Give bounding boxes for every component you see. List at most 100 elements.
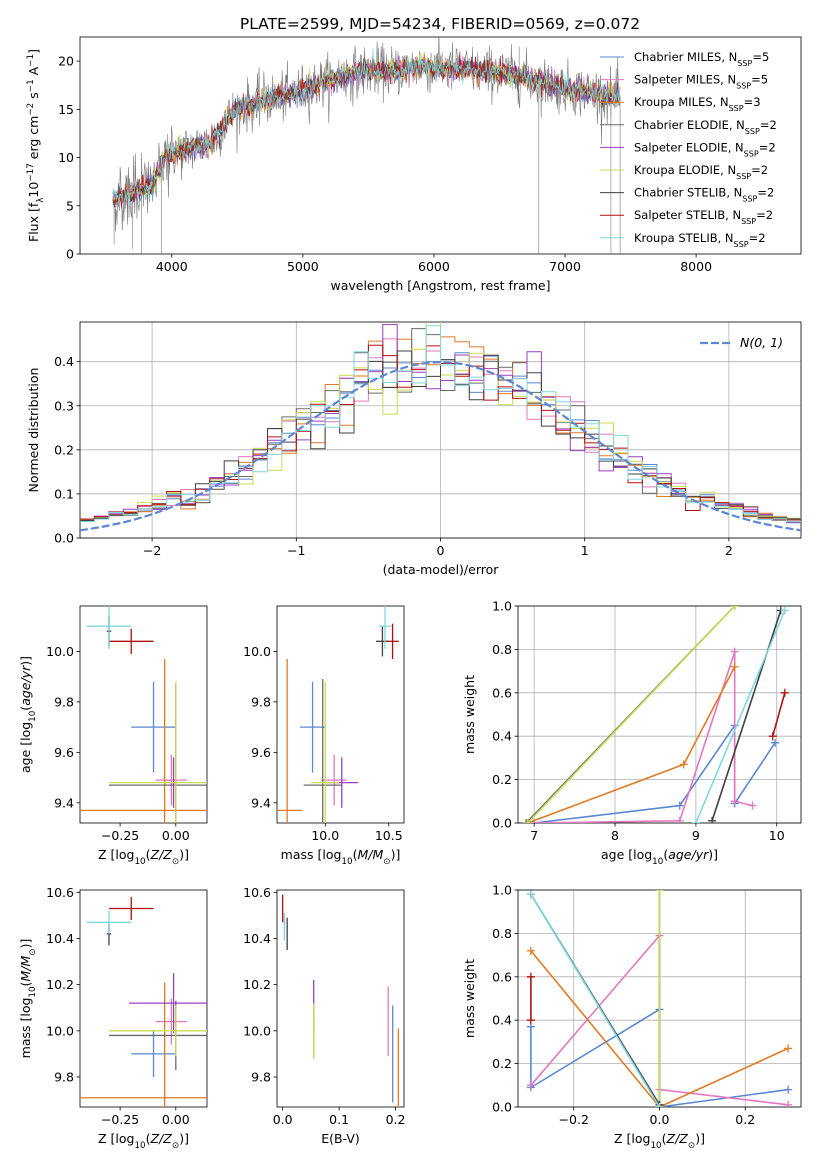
y-tick-label: 10.4	[46, 931, 74, 946]
ticks: −0.25 0.00 9.4 9.6 9.8 10.0	[46, 644, 190, 843]
weight-marker	[526, 946, 535, 955]
y-axis-label: age [log10(age/yr)]	[18, 656, 38, 773]
weight-marker	[526, 890, 535, 899]
y-tick-label: 5	[66, 198, 74, 213]
x-tick-label: −0.25	[101, 828, 139, 843]
weight-line	[530, 893, 661, 1107]
y-tick-label: 0.6	[492, 969, 512, 984]
legend-label: Kroupa ELODIE, NSSP=2	[634, 163, 768, 181]
y-axis-label: mass weight	[462, 959, 477, 1038]
weight-marker	[526, 1016, 535, 1025]
error-bar	[108, 896, 154, 921]
ticks: −2 −1 0 1 2 0.0 0.1 0.2 0.3 0.4	[54, 354, 733, 558]
weight-marker	[730, 797, 739, 806]
y-tick-label: 10.0	[46, 644, 74, 659]
x-axis-label: Z [log10(Z/Z⊙)]	[98, 847, 189, 867]
residual-histograms	[80, 322, 801, 532]
ticks: 7 8 9 10 0.0 0.2 0.4 0.6 0.8 1.0	[492, 599, 785, 844]
x-axis-label: (data-model)/error	[383, 562, 500, 577]
x-axis-label: wavelength [Angstrom, rest frame]	[330, 278, 550, 293]
error-bar	[129, 973, 207, 1034]
x-tick-label: −0.25	[101, 1112, 139, 1127]
x-tick-label: −0.2	[559, 1112, 589, 1127]
mass-vs-ebv-chart: 0.0 0.1 0.2 9.8 10.0 10.2 10.4 10.6 E(B-V)	[243, 885, 405, 1146]
weight-marker	[675, 816, 684, 823]
error-bars	[80, 896, 207, 1107]
weight-marker	[526, 972, 535, 981]
ticks: −0.2 0.0 0.2 0.0 0.2 0.4 0.6 0.8 1.0	[492, 883, 755, 1128]
weight-marker	[679, 760, 688, 769]
weight-marker	[780, 688, 789, 697]
model-spectrum-line	[112, 47, 621, 211]
y-tick-label: 10.0	[243, 1023, 271, 1038]
weight-marker	[780, 606, 789, 615]
x-tick-label: 6000	[418, 259, 450, 274]
y-tick-label: 0.4	[54, 354, 74, 369]
axes-frame	[276, 889, 405, 1108]
x-axis-label: age [log10(age/yr)]	[601, 847, 718, 867]
legend-label: Chabrier ELODIE, NSSP=2	[634, 118, 777, 136]
x-tick-label: 0.2	[386, 1112, 406, 1127]
y-tick-label: 9.8	[251, 1069, 271, 1084]
residual-legend: N(0, 1)	[700, 335, 783, 350]
weight-marker	[708, 816, 717, 823]
weight-line	[771, 692, 786, 737]
legend-label: Kroupa STELIB, NSSP=2	[634, 231, 766, 249]
y-tick-label: 10	[58, 150, 74, 165]
y-axis-label: mass [log10(M/M⊙)]	[18, 939, 38, 1059]
legend-label: N(0, 1)	[740, 335, 783, 350]
y-tick-label: 10.0	[243, 644, 271, 659]
weight-vs-metallicity-chart: −0.2 0.0 0.2 0.0 0.2 0.4 0.6 0.8 1.0 Z [log10(Z/Z…	[462, 883, 802, 1151]
legend-label: Salpeter ELODIE, NSSP=2	[634, 140, 776, 158]
weight-marker	[730, 662, 739, 671]
error-bar	[303, 679, 342, 823]
weight-marker	[748, 801, 757, 810]
y-tick-label: 9.8	[54, 1069, 74, 1084]
weight-marker	[522, 819, 531, 823]
axes-frame	[517, 605, 802, 824]
y-tick-label: 0.1	[54, 486, 74, 501]
y-tick-label: 10.4	[243, 931, 271, 946]
x-axis-label: Z [log10(Z/Z⊙)]	[614, 1131, 705, 1151]
y-tick-label: 0.4	[492, 1013, 512, 1028]
error-bar	[108, 1005, 207, 1057]
error-bar	[80, 658, 207, 823]
ticks: 0.0 0.1 0.2 9.8 10.0 10.2 10.4 10.6	[243, 885, 405, 1127]
x-tick-label: 0.1	[329, 1112, 349, 1127]
weight-marker	[784, 1100, 793, 1107]
weight-vs-age-chart: 7 8 9 10 0.0 0.2 0.4 0.6 0.8 1.0 age [log10(age/yr…	[462, 599, 802, 867]
residual-histogram-line	[80, 325, 801, 523]
x-tick-label: 2	[725, 543, 733, 558]
weight-lines	[522, 606, 789, 823]
error-bar	[80, 982, 207, 1107]
residual-histogram-line	[80, 324, 801, 523]
x-tick-label: 10	[769, 828, 785, 843]
y-tick-label: 0.3	[54, 398, 74, 413]
error-bar	[86, 910, 132, 934]
weight-marker	[784, 1044, 793, 1053]
gaussian-curve	[80, 360, 801, 532]
y-tick-label: 0.2	[54, 442, 74, 457]
x-tick-label: 0.2	[735, 1112, 755, 1127]
weight-marker	[730, 647, 739, 656]
spectrum-legend: Chabrier MILES, NSSP=5 Salpeter MILES, NS…	[600, 50, 777, 248]
weight-marker	[655, 1103, 664, 1107]
y-tick-label: 0.0	[54, 531, 74, 546]
spectrum-chart: 4000 5000 6000 7000 8000 0 5 10 15 20 wavelength […	[26, 36, 802, 293]
error-bar	[131, 1030, 176, 1077]
error-bar	[299, 681, 326, 773]
x-tick-label: 10.5	[375, 828, 403, 843]
axes-frame	[79, 36, 802, 255]
error-bar	[108, 628, 154, 654]
x-tick-label: 8000	[680, 259, 712, 274]
error-bars	[80, 606, 207, 823]
x-tick-label: 10.0	[311, 828, 339, 843]
age-vs-metallicity-chart: −0.25 0.00 9.4 9.6 9.8 10.0 Z [log10(Z/Z⊙)] age…	[18, 605, 208, 867]
x-tick-label: 8	[611, 828, 619, 843]
y-tick-label: 0.0	[492, 1100, 512, 1115]
x-tick-label: 1	[581, 543, 589, 558]
y-tick-label: 0.6	[492, 685, 512, 700]
residual-histogram-line	[80, 350, 801, 521]
ticks: −0.25 0.00 9.8 10.0 10.2 10.4 10.6	[46, 885, 190, 1127]
